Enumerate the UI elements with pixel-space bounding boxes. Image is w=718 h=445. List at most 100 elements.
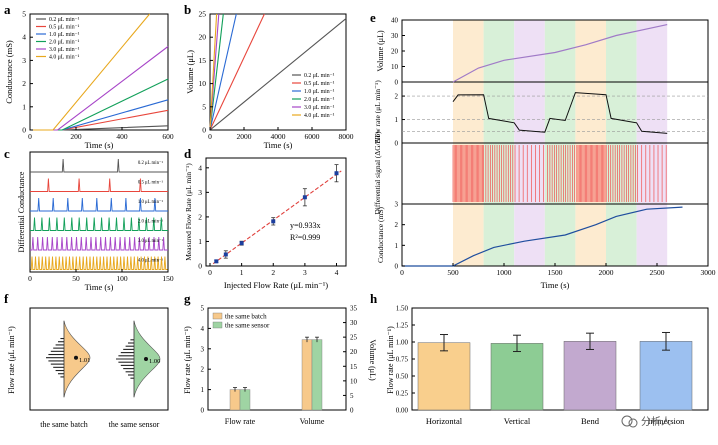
- panel-e-conductance-label: Conductance (mS): [376, 206, 385, 263]
- panel-d-r2: R²=0.999: [290, 233, 320, 242]
- panel-g-legend-label: the same sensor: [225, 322, 270, 330]
- panel-c-trace-label: 3.0 μL min⁻¹: [138, 238, 164, 244]
- panel-g-y2tick-label: 10: [350, 377, 358, 385]
- panel-g-bar: [239, 389, 251, 411]
- panel-b-legend: 0.2 μL min⁻¹ 0.5 μL min⁻¹ 1.0 μL min⁻¹ 2.0 …: [292, 73, 335, 119]
- panel-e-vol-tick-label: 20: [391, 48, 399, 56]
- panel-f-mean-marker: [74, 355, 78, 360]
- panel-b: 0 5 10 15 20 25 0 2000 4000 6000 8000 0.2 μL min⁻…: [185, 10, 354, 151]
- panel-g-ytick-label: 3: [201, 345, 205, 353]
- panel-b-ytick-label: 5: [202, 102, 206, 111]
- panel-h-ytick-label: 0.00: [396, 407, 409, 415]
- panel-e-xlabel: Time (s): [541, 280, 570, 290]
- panel-h-ytick-label: 0.75: [396, 356, 409, 364]
- panel-a-letter: a: [4, 2, 11, 17]
- panel-a-legend-label: 4.0 μL min⁻¹: [49, 55, 80, 61]
- panel-b-ytick-label: 15: [199, 56, 207, 65]
- panel-e-letter: e: [370, 10, 376, 25]
- panel-b-lines: [209, 13, 347, 131]
- panel-e-flow-tick-label: 2: [395, 93, 399, 101]
- panel-d-letter: d: [184, 146, 192, 161]
- panel-g-ytick-label: 0: [201, 407, 205, 415]
- panel-a-xticks: 0 200 400 600: [28, 127, 174, 141]
- panel-f-letter: f: [4, 291, 9, 306]
- panel-d-point: [334, 171, 339, 176]
- panel-d-yticks: 0 1 2 3 4: [198, 163, 209, 271]
- panel-d-equation: y=0.933x: [290, 221, 321, 230]
- panel-f-value-1: 1.01: [79, 357, 90, 364]
- panel-c-trace-label: 2.0 μL min⁻¹: [138, 219, 164, 225]
- panel-g-legend-label: the same batch: [225, 313, 267, 321]
- panel-h-cat-3: Bend: [581, 416, 600, 426]
- panel-c-trace-label: 0.2 μL min⁻¹: [138, 160, 164, 166]
- panel-g-y2tick-label: 5: [350, 392, 354, 400]
- panel-f-cat-2: the same sensor: [109, 420, 160, 429]
- panel-h-bar: [639, 341, 693, 411]
- panel-b-series-2: [209, 13, 237, 131]
- panel-a-ytick-label: 1: [22, 102, 26, 111]
- panel-e-volume-line: [452, 24, 668, 83]
- watermark: 分析人: [621, 415, 671, 428]
- panel-e-vol-tick-label: 0: [395, 79, 399, 87]
- panel-d-point: [214, 259, 219, 264]
- panel-e-xtick-label: 1500: [548, 268, 563, 277]
- panel-b-ytick-label: 25: [199, 10, 207, 19]
- panel-a-xtick-label: 0: [28, 132, 32, 141]
- panel-h-bar: [417, 342, 471, 411]
- panel-c-xtick-label: 150: [162, 274, 174, 283]
- panel-a-ytick-label: 5: [22, 10, 26, 19]
- panel-a-legend: 0.2 μL min⁻¹ 0.5 μL min⁻¹1.0 μL min⁻¹ 2.0 …: [36, 17, 80, 61]
- panel-c-trace-1: [30, 178, 168, 192]
- panel-h-bar: [563, 341, 617, 411]
- panel-g-ytick-label: 5: [201, 305, 205, 313]
- panel-b-series-3: [209, 13, 224, 131]
- panel-h-ytick-label: 1.50: [396, 305, 409, 313]
- panel-h-ytick-label: 0.50: [396, 373, 409, 381]
- panel-e-cond-tick-label: 0: [395, 263, 399, 271]
- panel-a-legend-label: 0.2 μL min⁻¹: [49, 17, 80, 23]
- panel-g-ytick-label: 2: [201, 366, 205, 374]
- panel-a-xtick-label: 400: [116, 132, 128, 141]
- panel-h-cat-1: Horizontal: [426, 416, 463, 426]
- panel-g-cat-1: Flow rate: [225, 417, 256, 426]
- panel-a-xtick-label: 200: [70, 132, 82, 141]
- panel-e-conductance-line: [402, 206, 683, 267]
- panel-d-ytick-label: 3: [198, 188, 202, 197]
- panel-b-ytick-label: 0: [202, 126, 206, 135]
- wechat-icon: [621, 415, 633, 427]
- panel-d-fit-line: [212, 170, 342, 265]
- panel-b-xlabel: Time (s): [264, 140, 293, 150]
- panel-b-series-5: [209, 13, 218, 131]
- panel-b-ytick-label: 10: [199, 79, 207, 88]
- panel-d-xticks: 0 1 2 3 4: [208, 263, 339, 277]
- panel-e-flow-tick-label: 1: [395, 116, 399, 124]
- panel-b-letter: b: [184, 2, 191, 17]
- panel-g-ytick-label: 4: [201, 325, 205, 333]
- panel-c-xtick-label: 50: [72, 274, 80, 283]
- panel-g-y2tick-label: 25: [350, 334, 358, 342]
- panel-g-y2tick-label: 0: [350, 407, 354, 415]
- panel-b-xtick-label: 2000: [237, 132, 252, 141]
- panel-g-yticks: 0 1 2 3 4 5 0 5 10 15 20 25 30 35: [201, 305, 358, 415]
- panel-g-legend-swatch: [212, 321, 223, 329]
- panel-b-xtick-label: 0: [208, 132, 212, 141]
- panel-b-xtick-label: 8000: [339, 132, 354, 141]
- panel-d-xtick-label: 1: [240, 268, 244, 277]
- panel-g-y2tick-label: 30: [350, 319, 358, 327]
- panel-b-legend-label: 2.0 μL min⁻¹: [304, 97, 335, 103]
- panel-a-series-2: [30, 99, 169, 131]
- panel-e-flow-tick-label: 0: [395, 140, 399, 148]
- panel-d-point: [239, 241, 244, 246]
- panel-f-ylabel: Flow rate (μL min⁻¹): [7, 326, 16, 394]
- panel-d-ylabel: Measured Flow Rate (μL min⁻¹): [184, 163, 193, 261]
- panel-e-xtick-label: 2000: [599, 268, 614, 277]
- panel-b-yticks: 0 5 10 15 20 25: [199, 10, 213, 135]
- panel-d-xtick-label: 3: [303, 268, 307, 277]
- panel-d-plot: [212, 164, 342, 265]
- watermark-text: 分析人: [641, 415, 671, 428]
- panel-d-xtick-label: 0: [208, 268, 212, 277]
- panel-c-trace-2: [30, 197, 168, 212]
- panel-e-volume-label: Volume (μL): [376, 30, 385, 72]
